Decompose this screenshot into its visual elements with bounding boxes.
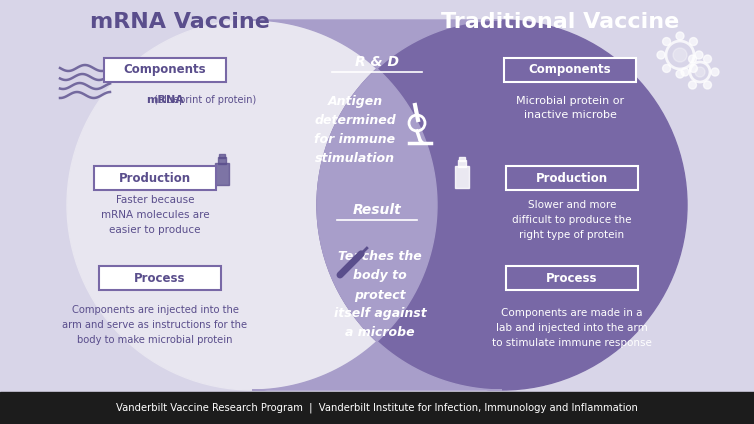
Text: Components: Components	[529, 64, 611, 76]
Circle shape	[695, 67, 705, 77]
Circle shape	[689, 38, 697, 45]
Circle shape	[681, 68, 689, 76]
Circle shape	[689, 64, 697, 73]
Circle shape	[688, 81, 697, 89]
Circle shape	[703, 55, 712, 63]
FancyBboxPatch shape	[99, 266, 221, 290]
Circle shape	[663, 64, 670, 73]
Text: Vanderbilt Vaccine Research Program  |  Vanderbilt Institute for Infection, Immu: Vanderbilt Vaccine Research Program | Va…	[116, 403, 638, 413]
Bar	[458, 160, 466, 167]
Text: Faster because
mRNA molecules are
easier to produce: Faster because mRNA molecules are easier…	[101, 195, 210, 235]
FancyBboxPatch shape	[504, 58, 636, 82]
Bar	[455, 166, 469, 188]
Circle shape	[711, 68, 719, 76]
Text: Microbial protein or
inactive microbe: Microbial protein or inactive microbe	[516, 95, 624, 120]
Bar	[459, 157, 465, 161]
Text: Process: Process	[134, 271, 185, 285]
Text: (blueprint of protein): (blueprint of protein)	[154, 95, 256, 105]
Text: R & D: R & D	[355, 55, 399, 69]
Text: Components: Components	[124, 64, 207, 76]
Polygon shape	[252, 20, 502, 390]
Bar	[219, 154, 225, 158]
Text: mRNA Vaccine: mRNA Vaccine	[90, 12, 270, 32]
Circle shape	[317, 20, 687, 390]
FancyBboxPatch shape	[506, 166, 638, 190]
Text: Antigen
determined
for immune
stimulation: Antigen determined for immune stimulatio…	[314, 95, 396, 165]
Circle shape	[67, 20, 437, 390]
Text: Slower and more
difficult to produce the
right type of protein: Slower and more difficult to produce the…	[512, 200, 632, 240]
Text: Production: Production	[536, 171, 608, 184]
Text: Production: Production	[119, 171, 191, 184]
Text: Components are injected into the
arm and serve as instructions for the
body to m: Components are injected into the arm and…	[63, 305, 247, 345]
Text: Teaches the
body to
protect
itself against
a microbe: Teaches the body to protect itself again…	[333, 251, 426, 340]
Bar	[218, 157, 226, 164]
Bar	[215, 163, 229, 185]
Circle shape	[657, 51, 665, 59]
Text: Components are made in a
lab and injected into the arm
to stimulate immune respo: Components are made in a lab and injecte…	[492, 308, 652, 348]
FancyBboxPatch shape	[104, 58, 226, 82]
Text: mRNA: mRNA	[146, 95, 184, 105]
FancyBboxPatch shape	[94, 166, 216, 190]
Circle shape	[688, 55, 697, 63]
Text: Process: Process	[546, 271, 598, 285]
FancyBboxPatch shape	[506, 266, 638, 290]
Bar	[0, 392, 754, 424]
Text: Result: Result	[353, 203, 401, 217]
Circle shape	[703, 81, 712, 89]
Circle shape	[663, 38, 670, 45]
Circle shape	[676, 70, 684, 78]
Circle shape	[676, 32, 684, 40]
Circle shape	[695, 51, 703, 59]
Text: Traditional Vaccine: Traditional Vaccine	[441, 12, 679, 32]
Circle shape	[673, 48, 687, 62]
